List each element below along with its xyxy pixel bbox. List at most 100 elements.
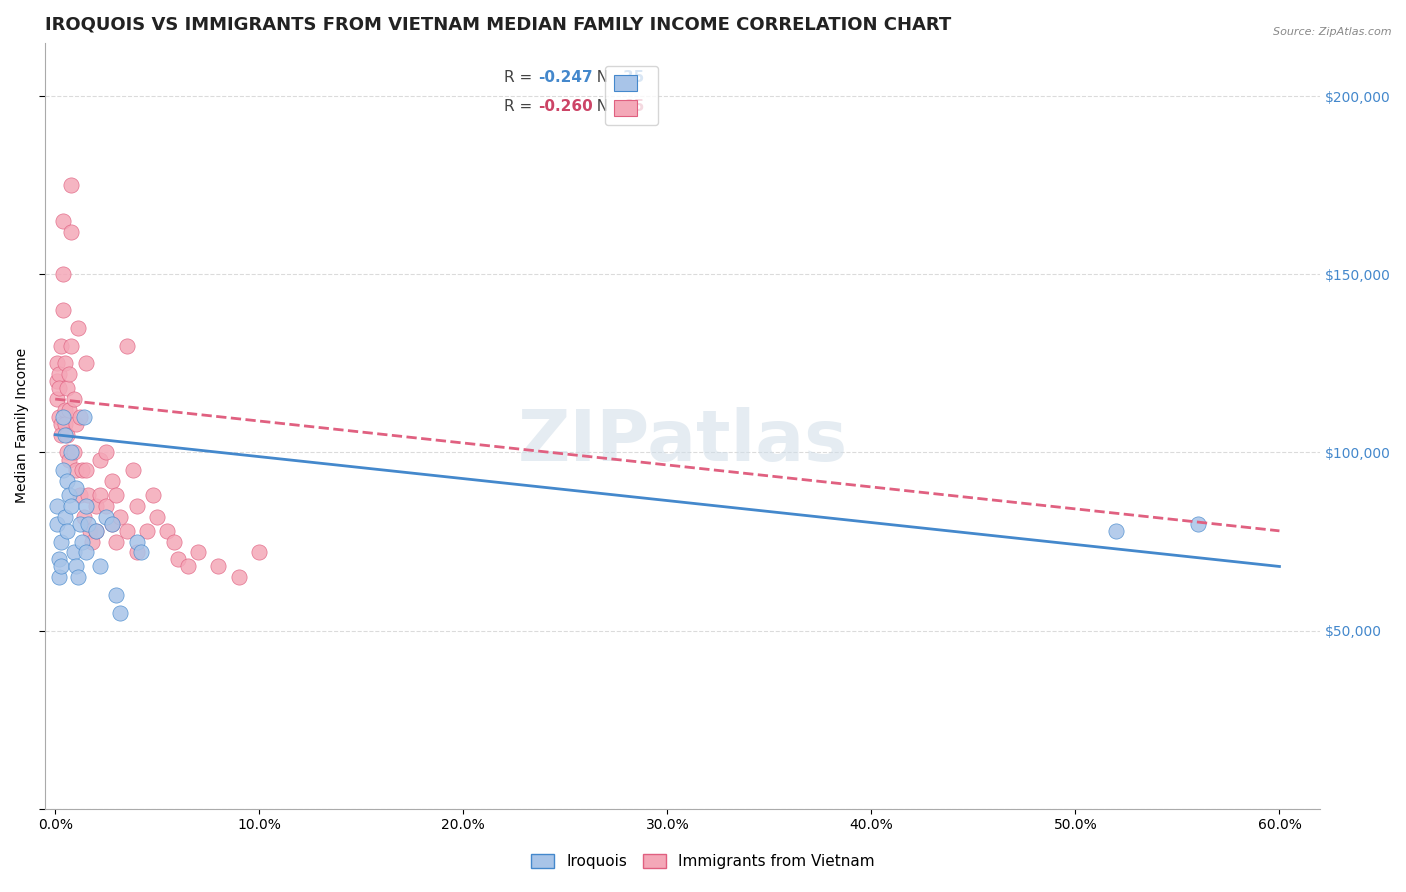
- Point: [101, 474, 124, 488]
- Point: [58, 402, 80, 417]
- Point: [96, 445, 118, 459]
- Point: [66, 570, 89, 584]
- Point: [75, 499, 97, 513]
- Point: [129, 545, 152, 559]
- Point: [53, 417, 76, 431]
- Point: [46, 499, 69, 513]
- Point: [62, 392, 84, 406]
- Point: [62, 545, 84, 559]
- Point: [70, 463, 93, 477]
- Point: [51, 427, 73, 442]
- Point: [53, 356, 76, 370]
- Point: [51, 559, 73, 574]
- Point: [177, 559, 200, 574]
- Point: [56, 427, 79, 442]
- Text: 35: 35: [623, 70, 644, 85]
- Point: [96, 509, 118, 524]
- Point: [73, 509, 96, 524]
- Point: [75, 463, 97, 477]
- Point: [125, 499, 148, 513]
- Point: [62, 445, 84, 459]
- Point: [60, 178, 83, 193]
- Text: IROQUOIS VS IMMIGRANTS FROM VIETNAM MEDIAN FAMILY INCOME CORRELATION CHART: IROQUOIS VS IMMIGRANTS FROM VIETNAM MEDI…: [45, 15, 952, 33]
- Point: [46, 374, 69, 388]
- Point: [125, 545, 148, 559]
- Point: [60, 499, 83, 513]
- Point: [125, 534, 148, 549]
- Point: [52, 268, 75, 282]
- Point: [51, 534, 73, 549]
- Point: [52, 214, 75, 228]
- Point: [105, 534, 128, 549]
- Point: [96, 499, 118, 513]
- Point: [52, 409, 75, 424]
- Point: [48, 409, 70, 424]
- Point: [60, 338, 83, 352]
- Point: [89, 488, 111, 502]
- Point: [101, 516, 124, 531]
- Point: [89, 452, 111, 467]
- Text: -0.247: -0.247: [538, 70, 593, 85]
- Text: N =: N =: [586, 99, 631, 114]
- Point: [166, 552, 188, 566]
- Point: [66, 321, 89, 335]
- Point: [84, 499, 107, 513]
- Text: ZIPatlas: ZIPatlas: [517, 407, 848, 475]
- Point: [207, 559, 229, 574]
- Point: [110, 606, 132, 620]
- Point: [75, 356, 97, 370]
- Point: [228, 570, 250, 584]
- Point: [1187, 516, 1209, 531]
- Point: [121, 463, 143, 477]
- Point: [58, 488, 80, 502]
- Text: R =: R =: [505, 70, 537, 85]
- Point: [84, 524, 107, 538]
- Legend: Iroquois, Immigrants from Vietnam: Iroquois, Immigrants from Vietnam: [526, 848, 880, 875]
- Point: [65, 417, 87, 431]
- Point: [48, 552, 70, 566]
- Point: [105, 488, 128, 502]
- Point: [56, 474, 79, 488]
- Y-axis label: Median Family Income: Median Family Income: [15, 348, 30, 503]
- Point: [48, 367, 70, 381]
- Point: [70, 534, 93, 549]
- Text: R =: R =: [505, 99, 537, 114]
- Point: [146, 509, 169, 524]
- Point: [89, 559, 111, 574]
- Point: [76, 516, 98, 531]
- Point: [73, 409, 96, 424]
- Point: [247, 545, 270, 559]
- Point: [162, 534, 184, 549]
- Point: [1105, 524, 1128, 538]
- Point: [65, 463, 87, 477]
- Point: [101, 516, 124, 531]
- Point: [48, 570, 70, 584]
- Point: [115, 338, 138, 352]
- Point: [53, 427, 76, 442]
- Point: [52, 303, 75, 318]
- Point: [51, 338, 73, 352]
- Point: [58, 452, 80, 467]
- Point: [58, 367, 80, 381]
- Point: [84, 524, 107, 538]
- Point: [187, 545, 209, 559]
- Point: [105, 588, 128, 602]
- Point: [56, 445, 79, 459]
- Text: -0.260: -0.260: [538, 99, 593, 114]
- Point: [65, 559, 87, 574]
- Point: [46, 356, 69, 370]
- Point: [142, 488, 165, 502]
- Point: [69, 409, 91, 424]
- Point: [56, 381, 79, 395]
- Point: [48, 381, 70, 395]
- Point: [52, 463, 75, 477]
- Text: N =: N =: [586, 70, 631, 85]
- Point: [79, 524, 101, 538]
- Point: [75, 545, 97, 559]
- Point: [76, 488, 98, 502]
- Point: [156, 524, 179, 538]
- Text: 65: 65: [623, 99, 644, 114]
- Point: [69, 516, 91, 531]
- Point: [46, 392, 69, 406]
- Point: [53, 509, 76, 524]
